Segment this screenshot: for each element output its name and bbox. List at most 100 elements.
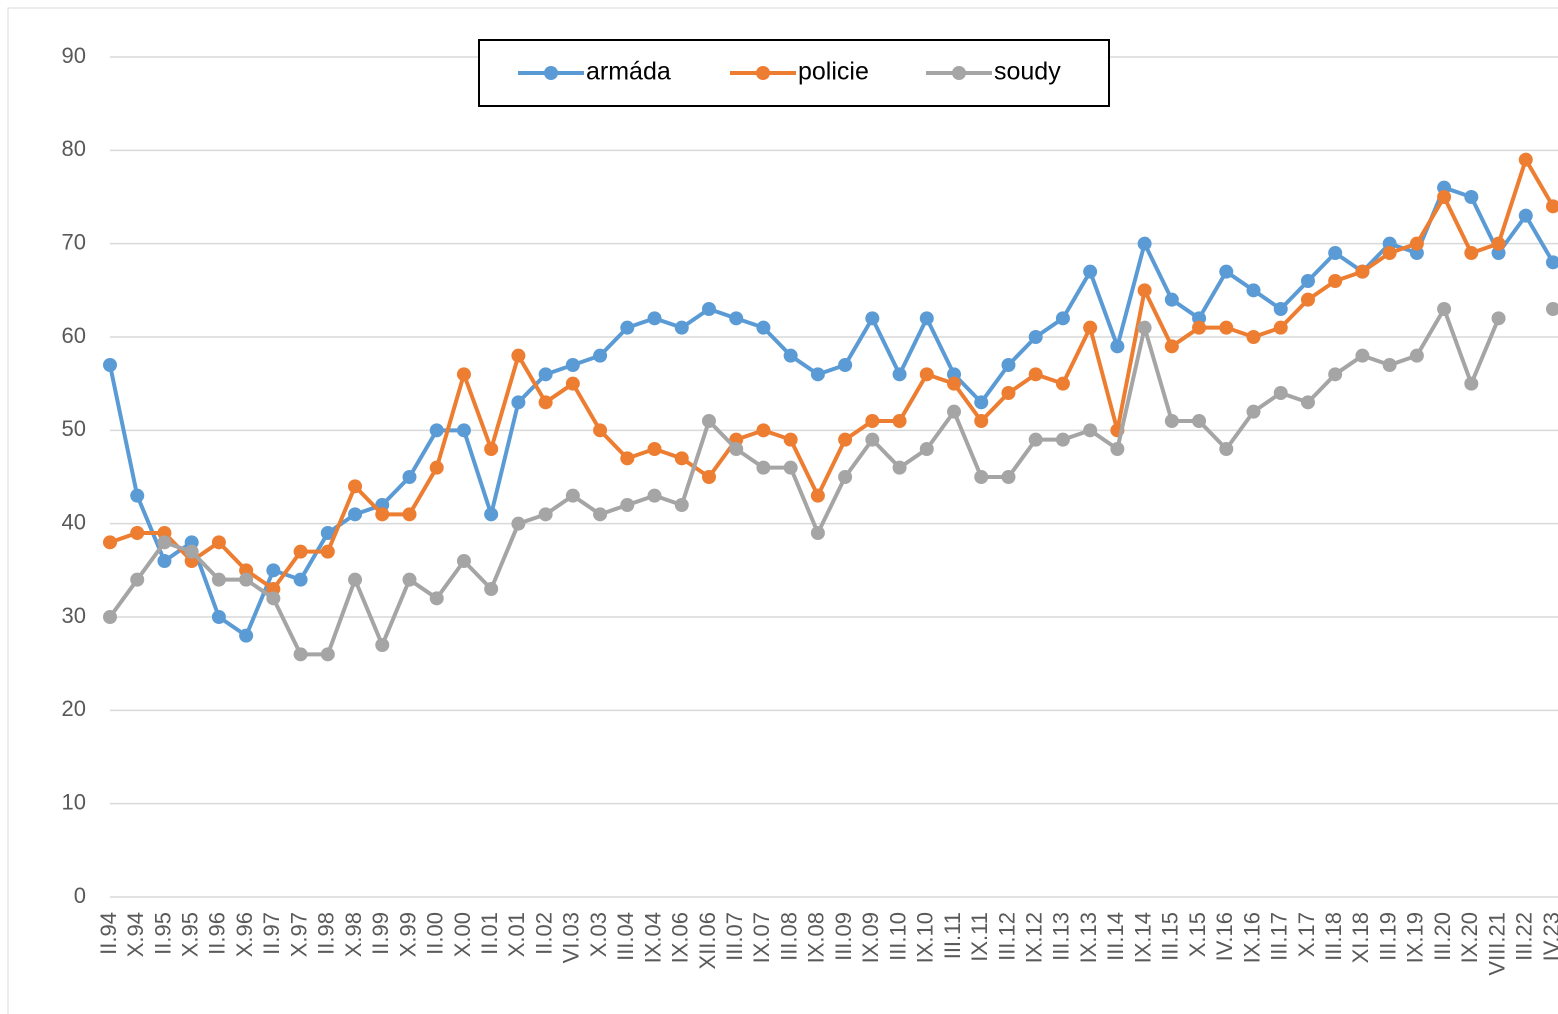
data-point [647,488,662,503]
data-point [1164,339,1179,354]
data-point [1328,274,1343,288]
x-tick-label: IX.12 [1022,912,1047,963]
chart-frame [7,7,1558,1014]
data-point [756,320,771,335]
data-point [1028,432,1043,447]
data-point [1464,190,1479,204]
data-point [211,610,226,624]
x-tick-label: III.14 [1103,912,1128,961]
data-point [1083,423,1098,438]
data-point [647,311,662,326]
data-point [1055,376,1070,391]
data-point [838,432,853,447]
data-point [511,395,526,410]
data-point [647,442,662,456]
y-tick-label: 40 [62,509,86,534]
data-point [1355,264,1370,279]
x-tick-label: II.01 [477,912,502,955]
data-point [1464,246,1479,260]
x-tick-label: III.09 [831,912,856,961]
data-point [756,460,771,475]
data-point [1001,386,1016,400]
data-point [1001,358,1016,372]
data-point [1137,283,1152,298]
legend-label: armáda [586,58,671,86]
data-point [756,423,771,438]
legend-marker [756,66,770,80]
data-point [810,526,825,540]
data-point [130,526,145,540]
data-point [1219,264,1234,279]
data-point [892,414,907,428]
data-point [293,647,308,662]
y-tick-label: 90 [62,43,86,68]
data-point [1518,208,1533,223]
data-point [1137,236,1152,251]
data-point [1355,348,1370,363]
data-point [1164,292,1179,307]
data-point [1300,274,1315,288]
data-point [1546,199,1558,214]
data-point [919,367,934,382]
data-point [320,526,335,540]
data-point [402,507,417,522]
data-point [511,348,526,363]
x-tick-label: III.17 [1267,912,1292,961]
data-point [783,460,798,475]
data-point [484,442,499,456]
x-tick-label: III.15 [1158,912,1183,961]
data-point [865,311,880,326]
data-point [1409,348,1424,363]
data-point [838,358,853,372]
data-point [320,544,335,559]
data-point [348,479,363,494]
data-point [266,563,281,578]
x-tick-label: IX.20 [1457,912,1482,963]
data-point [1055,311,1070,326]
data-point [511,516,526,531]
data-point [810,367,825,382]
data-point [729,442,744,456]
x-tick-label: IX.13 [1076,912,1101,963]
data-point [1028,367,1043,382]
x-tick-label: VIII.21 [1484,912,1509,976]
data-point [783,348,798,363]
data-point [701,470,716,484]
data-point [103,358,117,372]
data-point [402,470,417,484]
legend-label: soudy [994,58,1061,86]
x-tick-label: IX.10 [913,912,938,963]
data-point [565,376,580,391]
data-point [1273,302,1288,316]
data-point [674,451,689,466]
x-tick-label: II.95 [150,912,175,955]
data-point [701,302,716,316]
data-point [947,404,962,419]
x-tick-label: X.98 [341,912,366,957]
data-point [701,414,716,428]
data-point [103,610,117,624]
x-tick-label: IX.14 [1130,912,1155,963]
data-point [429,591,444,606]
data-point [1001,470,1016,484]
x-tick-label: X.00 [450,912,475,957]
x-tick-label: III.13 [1049,912,1074,961]
data-point [1437,302,1452,316]
data-point [1192,414,1207,428]
data-point [1219,320,1234,335]
data-point [375,638,390,652]
data-point [266,591,281,606]
legend-marker [952,66,966,80]
x-tick-label: IX.09 [858,912,883,963]
x-tick-label: II.00 [423,912,448,955]
data-point [1137,320,1152,335]
x-tick-label: VI.03 [559,912,584,963]
data-point [402,572,417,587]
data-point [538,367,553,382]
data-point [429,423,444,438]
x-tick-label: IV.23 [1539,912,1558,961]
data-point [130,488,145,503]
x-tick-label: III.22 [1512,912,1537,961]
data-point [729,311,744,326]
